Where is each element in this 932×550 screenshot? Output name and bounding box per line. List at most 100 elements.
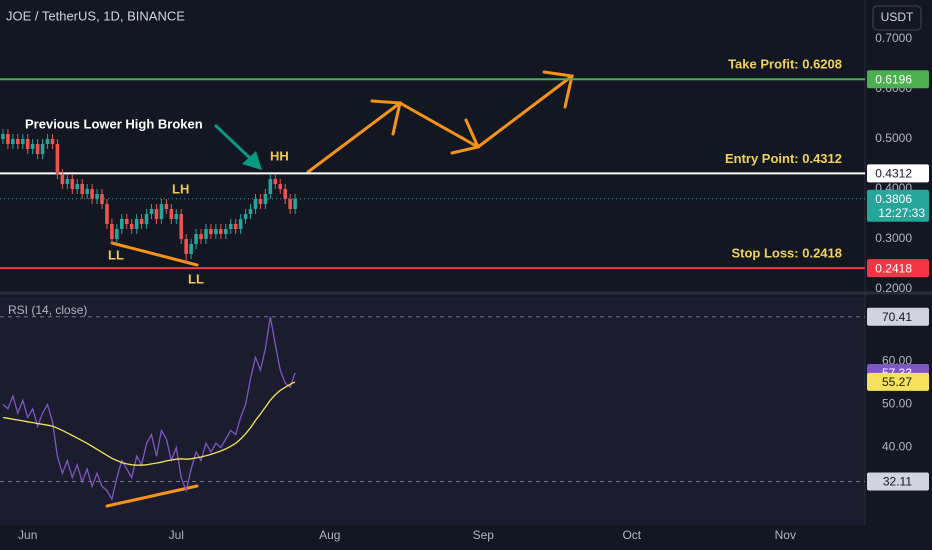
level-text: Stop Loss: 0.2418	[731, 246, 842, 261]
candle-body	[40, 144, 45, 154]
annotation: HH	[270, 148, 289, 163]
candle-body	[1, 134, 5, 139]
candle-body	[129, 224, 134, 229]
candle-body	[139, 219, 144, 224]
candle-body	[110, 224, 114, 239]
candle-body	[25, 139, 30, 149]
candle-body	[204, 229, 208, 239]
candle-body	[233, 224, 238, 229]
candle-body	[30, 144, 35, 149]
countdown: 12:27:33	[878, 206, 925, 220]
level-badge: 32.11	[883, 475, 912, 489]
candle-body	[20, 139, 25, 144]
candle-body	[174, 214, 179, 219]
candle-body	[209, 229, 213, 234]
level-badge-bg	[867, 472, 929, 491]
series-badge: 55.27	[882, 375, 912, 389]
candle-body	[120, 219, 124, 229]
candle-body	[214, 229, 218, 234]
candle-body	[199, 234, 203, 239]
annotation: LH	[172, 181, 189, 196]
candle-body	[60, 174, 65, 184]
candle-body	[278, 184, 283, 189]
y-tick-label: 0.3000	[875, 231, 912, 245]
level-badge: 0.2418	[875, 261, 912, 275]
level-badge: 0.6196	[875, 72, 912, 86]
candle-body	[219, 229, 223, 234]
candle-body	[164, 204, 169, 209]
x-tick-label: Jun	[18, 528, 37, 542]
candle-body	[253, 199, 258, 209]
candle-body	[159, 204, 164, 219]
candle-body	[248, 209, 253, 214]
level-badge: 0.4312	[875, 167, 912, 181]
candle-body	[293, 198, 297, 209]
candle-body	[149, 209, 154, 214]
candle-body	[179, 214, 184, 239]
candle-body	[50, 139, 55, 144]
candle-body	[169, 209, 174, 219]
annotation: LL	[108, 247, 124, 262]
level-text: Take Profit: 0.6208	[728, 57, 842, 72]
level-text: Entry Point: 0.4312	[725, 151, 842, 166]
candle-body	[55, 144, 60, 174]
candle-body	[194, 234, 198, 244]
candle-body	[154, 209, 159, 219]
candle-body	[144, 214, 149, 224]
candle-body	[184, 239, 188, 254]
level-badge-bg	[867, 164, 929, 183]
level-badge-bg	[867, 70, 929, 89]
candle-body	[134, 219, 139, 229]
annotation: LL	[188, 271, 204, 286]
level-badge: 70.41	[882, 310, 912, 324]
last-price-badge-bg	[867, 189, 929, 222]
candle-body	[16, 139, 20, 144]
candle-body	[85, 189, 89, 194]
candle-body	[189, 244, 193, 254]
last-price-badge: 0.3806	[875, 192, 912, 206]
candle-body	[105, 204, 109, 224]
rsi-line	[2, 316, 296, 501]
candle-body	[75, 184, 80, 189]
currency-button[interactable]	[872, 5, 922, 31]
candle-body	[11, 139, 15, 144]
candle-body	[80, 184, 84, 194]
y-tick-label: 0.7000	[875, 31, 912, 45]
candle-body	[288, 199, 292, 209]
y-tick-label: 0.5000	[875, 131, 912, 145]
series-badge-bg	[867, 372, 929, 391]
rsi-line	[2, 381, 296, 466]
candle-body	[124, 219, 129, 224]
teal-arrow	[213, 123, 262, 170]
candle-body	[238, 219, 243, 229]
candle-body	[243, 214, 248, 219]
candle-body	[263, 194, 268, 204]
candle-body	[258, 199, 263, 204]
rsi-title: RSI (14, close)	[8, 303, 87, 317]
y-tick-label: 50.00	[882, 397, 912, 411]
candle-body	[95, 194, 99, 199]
x-tick-label: Aug	[319, 528, 340, 542]
symbol-legend: JOE / TetherUS, 1D, BINANCE	[6, 8, 185, 23]
candle-body	[283, 189, 287, 199]
candle-body	[223, 229, 228, 234]
candle-body	[273, 179, 278, 184]
currency[interactable]: USDT	[881, 10, 914, 24]
rsi-pane	[0, 297, 865, 525]
level-badge-bg	[867, 259, 929, 278]
candle-body	[115, 229, 119, 239]
candle-body	[70, 179, 75, 189]
level-badge-bg	[867, 307, 929, 326]
y-tick-label: 0.2000	[875, 281, 912, 295]
x-tick-label: Nov	[775, 528, 796, 542]
candle-body	[6, 134, 10, 144]
candle-body	[268, 179, 273, 194]
candle-body	[90, 189, 94, 199]
candle-body	[45, 139, 50, 144]
x-tick-label: Sep	[473, 528, 495, 542]
candle-body	[65, 179, 70, 184]
candle-body	[100, 194, 104, 204]
